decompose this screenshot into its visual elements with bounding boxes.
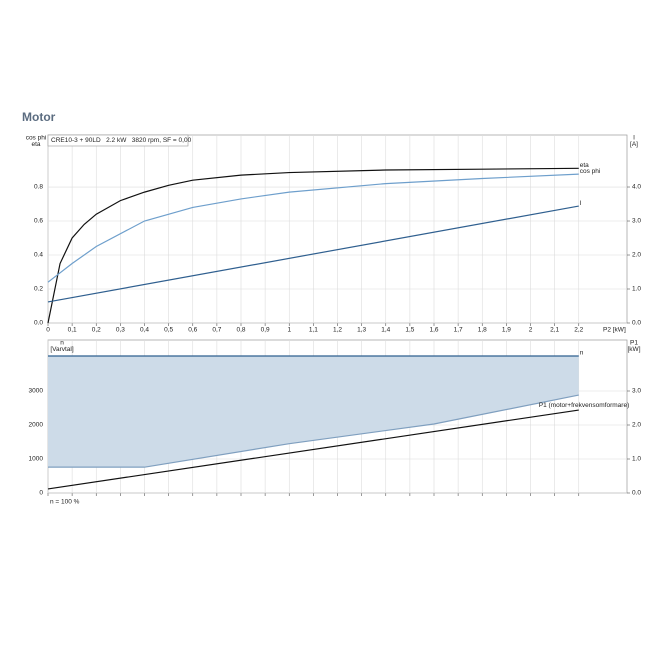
x-tick-label: 0,4 [140, 327, 149, 334]
x-tick-label: 0,5 [164, 327, 173, 334]
series-line [48, 394, 579, 468]
x-tick-label: 0,7 [212, 327, 221, 334]
series-label: I [580, 200, 582, 207]
x-tick-label: 1,7 [454, 327, 463, 334]
y2-tick-label: 3.0 [632, 218, 641, 225]
y-tick-label: 0.4 [34, 252, 43, 259]
note: n = 100 % [50, 499, 80, 506]
series-label: cos phi [580, 168, 601, 175]
x-tick-label: 2,1 [550, 327, 559, 334]
x-tick-label: 0,3 [116, 327, 125, 334]
y2-tick-label: 2.0 [632, 422, 641, 429]
x-axis-label: P2 [kW] [603, 327, 626, 334]
x-tick-label: 2,2 [574, 327, 583, 334]
heading: Motor [22, 110, 56, 124]
x-tick-label: 1,4 [381, 327, 390, 334]
y-tick-label: 0 [39, 490, 43, 497]
series-label: P1 (motor+frekvensomformare) [539, 402, 630, 409]
x-tick-label: 1,9 [502, 327, 511, 334]
series-line [47, 409, 579, 490]
x-tick-label: 1,1 [309, 327, 318, 334]
y-tick-label: 2000 [29, 422, 44, 429]
y2-tick-label: 1.0 [632, 456, 641, 463]
y-axis-label: cos phi [26, 135, 47, 142]
y2-tick-label: 2.0 [632, 252, 641, 259]
y2-axis-label: [kW] [628, 346, 641, 353]
x-tick-label: 1,8 [478, 327, 487, 334]
x-tick-label: 0,2 [92, 327, 101, 334]
x-tick-label: 0,9 [261, 327, 270, 334]
y2-tick-label: 0.0 [632, 320, 641, 327]
y-tick-label: 0.8 [34, 184, 43, 191]
x-tick-label: 1,6 [429, 327, 438, 334]
x-tick-label: 0,1 [68, 327, 77, 334]
x-tick-label: 1 [287, 327, 291, 334]
x-tick-label: 0,8 [236, 327, 245, 334]
x-tick-label: 0,6 [188, 327, 197, 334]
x-tick-label: 1,3 [357, 327, 366, 334]
y-tick-label: 0.2 [34, 286, 43, 293]
y-tick-label: 0.6 [34, 218, 43, 225]
y-tick-label: 0.0 [34, 320, 43, 327]
x-tick-label: 1,2 [333, 327, 342, 334]
y-tick-label: 3000 [29, 388, 44, 395]
series-line [47, 173, 579, 283]
band-area [48, 355, 579, 468]
y2-axis-label: I [633, 135, 635, 142]
series-line [47, 205, 579, 303]
y-axis-label: eta [31, 141, 40, 148]
y2-axis-label: P1 [630, 340, 638, 347]
y2-tick-label: 0.0 [632, 490, 641, 497]
x-tick-label: 2 [529, 327, 533, 334]
y2-tick-label: 4.0 [632, 184, 641, 191]
series-label: eta [580, 162, 589, 169]
y2-tick-label: 1.0 [632, 286, 641, 293]
x-tick-label: 1,5 [405, 327, 414, 334]
series-line [47, 167, 579, 324]
y-axis-label: [Varvtal] [50, 346, 74, 353]
info-box [47, 134, 189, 147]
series-label: n [580, 350, 584, 357]
y2-axis-label: [A] [630, 141, 638, 148]
y-tick-label: 1000 [29, 456, 44, 463]
y2-tick-label: 3.0 [632, 388, 641, 395]
info-text: CRE10-3 + 90LD 2.2 kW 3820 rpm, SF = 0,0… [51, 137, 192, 144]
y-axis-label: n [60, 340, 64, 347]
x-tick-label: 0 [46, 327, 50, 334]
